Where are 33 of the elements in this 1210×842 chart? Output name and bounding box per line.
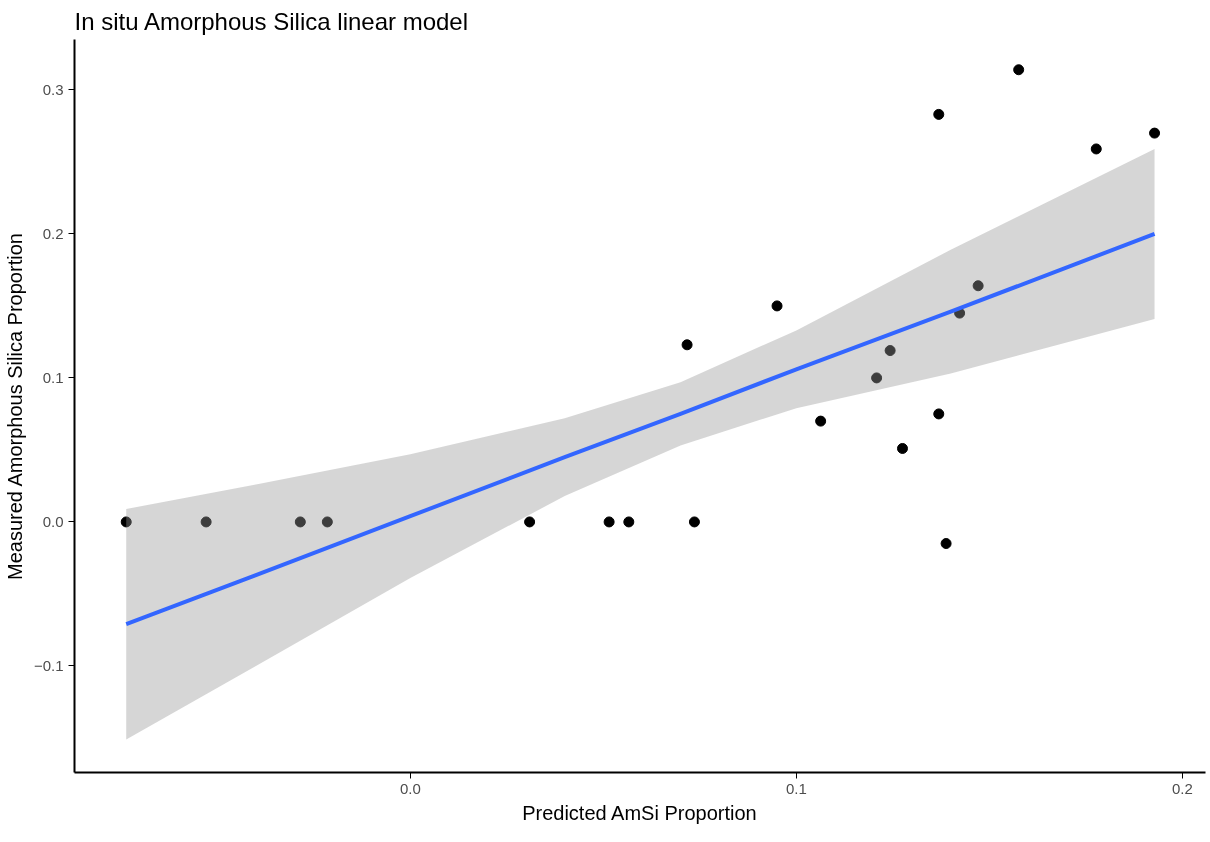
line-series bbox=[124, 231, 1157, 627]
chart-title: In situ Amorphous Silica linear model bbox=[74, 7, 469, 35]
x-tick-label: 0.0 bbox=[399, 779, 421, 797]
point bbox=[896, 442, 908, 454]
point bbox=[1149, 127, 1161, 139]
point bbox=[294, 516, 306, 528]
point bbox=[1013, 64, 1025, 76]
point bbox=[884, 345, 896, 357]
point bbox=[120, 516, 132, 528]
point bbox=[524, 516, 536, 528]
point bbox=[940, 538, 952, 550]
x-tick-label: 0.1 bbox=[785, 779, 807, 797]
x-tick-label: 0.2 bbox=[1171, 779, 1193, 797]
y-tick-label: 0.2 bbox=[42, 224, 64, 242]
point bbox=[933, 108, 945, 120]
y-tick-label: 0.3 bbox=[42, 80, 64, 98]
y-tick-label: 0.0 bbox=[42, 512, 64, 530]
point bbox=[871, 372, 883, 384]
point bbox=[815, 415, 827, 427]
y-tick-label: 0.1 bbox=[42, 368, 64, 386]
point bbox=[972, 280, 984, 292]
point bbox=[623, 516, 635, 528]
point bbox=[1090, 143, 1102, 155]
point bbox=[603, 516, 615, 528]
y-tick-label: −0.1 bbox=[33, 656, 64, 674]
point bbox=[933, 408, 945, 420]
y-axis-title: Measured Amorphous Silica Proportion bbox=[3, 233, 26, 580]
point bbox=[681, 339, 693, 351]
point bbox=[200, 516, 212, 528]
point bbox=[688, 516, 700, 528]
point bbox=[321, 516, 333, 528]
point bbox=[771, 300, 783, 312]
x-axis-title: Predicted AmSi Proportion bbox=[522, 801, 757, 824]
